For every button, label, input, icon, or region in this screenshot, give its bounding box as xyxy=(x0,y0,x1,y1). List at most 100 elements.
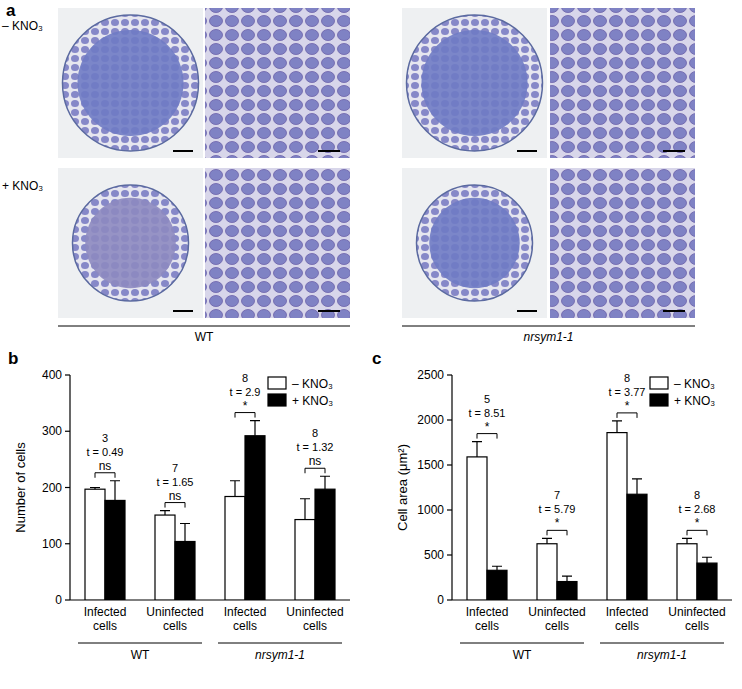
scale-bar xyxy=(517,310,537,312)
column-line xyxy=(58,326,350,327)
bar xyxy=(85,489,105,600)
bar xyxy=(487,570,507,600)
t-statistic: t = 2.9 xyxy=(230,386,261,398)
significance-label: * xyxy=(485,420,490,434)
row-label: – KNO₃ xyxy=(2,19,43,33)
nodule-infected-zone xyxy=(77,30,183,136)
significance-label: * xyxy=(695,516,700,530)
panel-label: a xyxy=(6,1,16,20)
micrograph-closeup xyxy=(550,168,695,318)
y-tick xyxy=(65,431,70,432)
y-axis-label: Cell area (μm²) xyxy=(395,444,410,531)
bar xyxy=(175,542,195,601)
y-tick-label: 0 xyxy=(437,593,444,607)
sample-size: 3 xyxy=(102,432,108,444)
y-tick-label: 100 xyxy=(42,537,62,551)
x-tick-label: Infectedcells xyxy=(224,605,267,633)
y-axis xyxy=(451,375,452,600)
y-tick xyxy=(447,464,452,465)
bars xyxy=(467,421,717,600)
group-line xyxy=(218,643,342,644)
error-bar xyxy=(562,576,572,581)
significance-bracket xyxy=(235,413,255,418)
y-tick xyxy=(447,374,452,375)
t-statistic: t = 2.68 xyxy=(678,503,715,515)
legend-label: – KNO₃ xyxy=(292,377,333,391)
group-label: WT xyxy=(513,648,532,662)
panel-label: c xyxy=(372,349,381,368)
legend-label: + KNO₃ xyxy=(674,394,715,408)
figure: a– KNO₃+ KNO₃WTnrsym1-1b0100200300400Num… xyxy=(0,0,742,689)
significance-bracket xyxy=(547,530,567,535)
micrograph-pair xyxy=(58,168,350,318)
micrograph-pair xyxy=(402,168,695,318)
panel-label: b xyxy=(8,349,18,368)
y-tick-label: 2500 xyxy=(417,368,444,382)
sample-size: 8 xyxy=(242,372,248,384)
y-tick-label: 1000 xyxy=(417,503,444,517)
label-line: Infected xyxy=(84,605,127,619)
y-axis-label: Number of cells xyxy=(13,442,28,533)
legend: – KNO₃ + KNO₃ xyxy=(268,377,333,408)
y-tick xyxy=(447,509,452,510)
column-label: nrsym1-1 xyxy=(523,330,573,344)
t-statistic: t = 8.51 xyxy=(468,407,505,419)
label-line: cells xyxy=(685,619,709,633)
micrograph-closeup xyxy=(205,168,350,318)
group-label: nrsym1-1 xyxy=(255,648,305,662)
y-tick xyxy=(65,374,70,375)
y-tick-label: 0 xyxy=(55,593,62,607)
sample-size: 7 xyxy=(554,489,560,501)
significance-bracket xyxy=(687,530,707,535)
x-tick-label: Infectedcells xyxy=(84,605,127,633)
t-statistic: t = 3.77 xyxy=(608,386,645,398)
legend: – KNO₃+ KNO₃ xyxy=(650,377,715,408)
label-line: Infected xyxy=(224,605,267,619)
sample-size: 5 xyxy=(484,393,490,405)
y-tick xyxy=(65,543,70,544)
micrograph-bg xyxy=(58,8,203,158)
significance-label: * xyxy=(555,516,560,530)
bar xyxy=(557,582,577,600)
significance-bracket xyxy=(95,473,115,478)
micrograph-pair xyxy=(58,8,350,158)
column-line xyxy=(402,326,695,327)
error-bar xyxy=(250,421,260,436)
label-line: Infected xyxy=(466,605,509,619)
error-bar xyxy=(612,421,622,433)
label-line: Uninfected xyxy=(528,605,585,619)
legend-swatch xyxy=(650,377,668,389)
bar xyxy=(155,515,175,600)
legend-swatch xyxy=(268,377,286,389)
row-label: + KNO₃ xyxy=(2,179,43,193)
nodule-cortex xyxy=(417,185,533,301)
x-tick-label: Infectedcells xyxy=(606,605,649,633)
y-tick xyxy=(447,419,452,420)
y-tick-label: 1500 xyxy=(417,458,444,472)
error-bar xyxy=(542,538,552,543)
t-statistic: t = 0.49 xyxy=(86,446,123,458)
error-bar xyxy=(682,538,692,543)
error-bar xyxy=(492,566,502,570)
group-line xyxy=(78,643,202,644)
error-bar xyxy=(160,511,170,516)
label-line: cells xyxy=(545,619,569,633)
label-line: Infected xyxy=(606,605,649,619)
y-tick xyxy=(65,487,70,488)
y-tick xyxy=(65,599,70,600)
micrograph-bg xyxy=(58,168,203,318)
y-tick xyxy=(447,599,452,600)
t-statistic: t = 1.65 xyxy=(156,476,193,488)
sample-size: 8 xyxy=(694,489,700,501)
error-bar xyxy=(300,499,310,520)
x-tick-label: Infectedcells xyxy=(466,605,509,633)
significance-label: ns xyxy=(309,454,322,468)
legend-label: + KNO₃ xyxy=(292,394,333,408)
bar xyxy=(245,436,265,600)
bar xyxy=(105,500,125,600)
micrograph-bg xyxy=(402,168,547,318)
bar xyxy=(467,457,487,600)
significance-bracket xyxy=(165,503,185,508)
nodule-infected-zone xyxy=(85,198,175,288)
label-line: cells xyxy=(93,619,117,633)
